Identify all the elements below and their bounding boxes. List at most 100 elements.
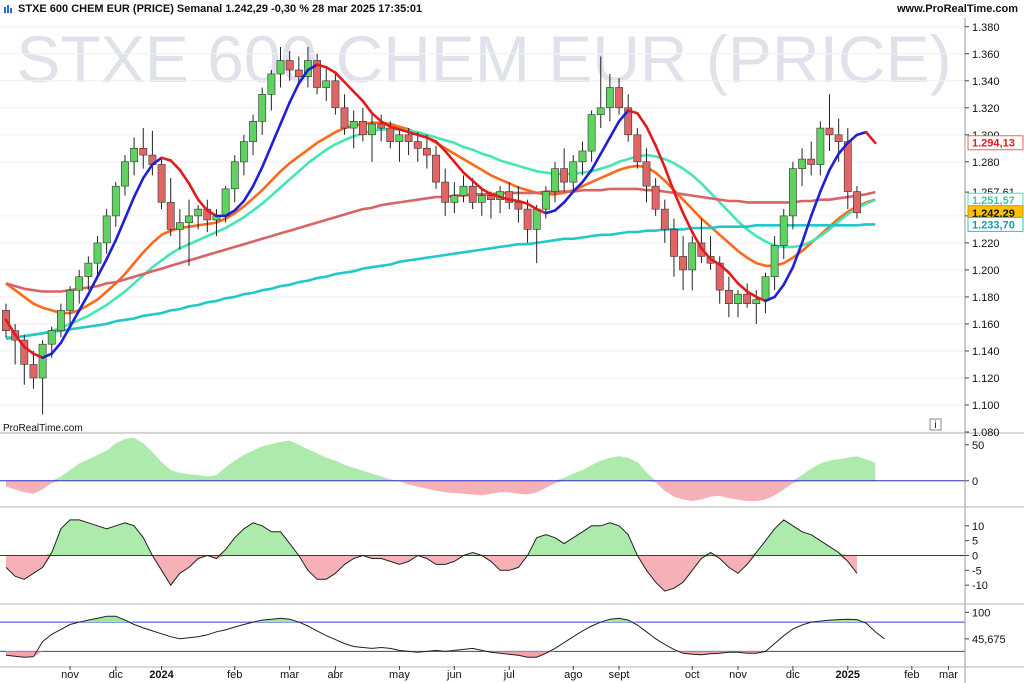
ma5-segment [517,199,529,206]
ma5-segment [343,80,356,93]
ma5-segment [68,309,81,328]
x-tick-label: dic [109,669,124,681]
y-tick-label: 1.200 [972,265,1000,277]
y-axis: 1.3801.3601.3401.3201.3001.2801.257,611.… [965,22,1024,646]
x-tick-label: feb [227,669,242,681]
candle-down [853,191,861,214]
candle-up [605,87,614,109]
candle-down [825,127,834,136]
candle-up [267,73,276,95]
ma5-segment [617,109,630,123]
candle-down [432,154,440,183]
grid [0,26,965,433]
y-tick-label: 1.220 [972,238,1000,250]
ma5-segment [407,130,420,137]
candle-up [176,222,184,230]
candle-up [322,80,331,88]
x-tick-label: mar [939,669,958,681]
chart-type-icon[interactable] [3,4,13,14]
candle-up [798,158,806,169]
ma5-segment [791,241,804,269]
candle-up [121,161,129,187]
ma5-segment [288,82,301,104]
ma5-segment [608,120,621,139]
candle-up [596,107,605,115]
candle-down [670,229,678,257]
oscillator-1-negative-area [6,480,876,501]
y-tick-label: 5 [972,536,978,548]
candle-down [679,256,687,271]
candle-up [349,121,358,129]
oscillator-2-positive-area [6,519,857,556]
x-tick-label: abr [327,669,343,681]
ma5-segment [270,122,282,147]
ma5-segment [599,136,612,156]
y-tick-label: 45,675 [972,634,1006,646]
ma5-segment [626,109,639,115]
candle-up [258,94,267,122]
ma5-segment [498,195,511,201]
ma5-segment [379,120,392,129]
x-tick-label: sept [609,669,630,681]
candle-down [633,134,642,163]
price-chart[interactable]: STXE 600 CHEM EUR (PRICE) 1.380 1.360 1.34… [0,18,1024,683]
candle-down [651,185,660,210]
candle-up [75,276,84,291]
ma5-segment [324,65,337,74]
candle-down [313,60,321,88]
ma5-segment [819,168,831,193]
y-tick-label: 0 [972,476,978,488]
ma5-segment [151,156,163,166]
ma5-segment [489,192,502,199]
candle-up [395,134,404,142]
candle-down [340,107,349,129]
source-label: ProRealTime.com [3,423,83,434]
x-tick-label: jul [503,669,515,681]
ma5-segment [361,99,374,115]
ma5-segment [471,179,484,191]
candle-up [194,208,203,217]
ma5-segment [306,63,319,72]
x-tick-label: 2024 [149,669,174,681]
ma5-segment [526,202,539,211]
ma5-segment [864,130,877,145]
chart-header: STXE 600 CHEM EUR (PRICE) Semanal 1.242,… [0,0,1024,18]
candle-up [249,121,257,142]
candle-down [404,134,413,142]
ma5-segment [260,144,273,169]
ma5-segment [443,149,456,164]
candle-up [56,310,65,331]
line-ma100 [5,187,876,293]
y-tick-label: -5 [972,565,982,577]
ma5-segment [718,263,731,274]
ma5-segment [388,125,401,131]
ma5-segment [590,152,603,172]
info-icon[interactable]: i [929,418,942,431]
candle-up [221,188,230,217]
ma5-segment [855,130,868,137]
y-tick-label: 1.320 [972,103,1000,115]
y-tick-label: 1.280 [972,157,1000,169]
x-tick-label: dic [786,669,801,681]
candle-up [84,262,93,277]
candle-down [139,148,148,156]
ma5-segment [224,209,237,218]
ma5-segment [727,271,740,285]
candle-down [29,364,38,379]
y-tick-label: 1.100 [972,400,1000,412]
price-label: 1.233,70 [972,219,1015,231]
candle-up [93,242,102,264]
ma5-segment [59,325,72,345]
ma5-segment [334,71,346,84]
candle-up [551,168,559,192]
y-tick-label: 1.180 [972,292,1000,304]
ma5-segment [178,168,191,185]
ma5-segment [370,111,383,123]
candle-up [569,161,578,183]
x-tick-label: 2025 [836,669,860,681]
ma5-segment [745,290,758,299]
ma5-segment [32,352,44,360]
site-link[interactable]: www.ProRealTime.com [896,3,1018,15]
info-icon-glyph: i [934,420,936,431]
candles [2,47,861,415]
